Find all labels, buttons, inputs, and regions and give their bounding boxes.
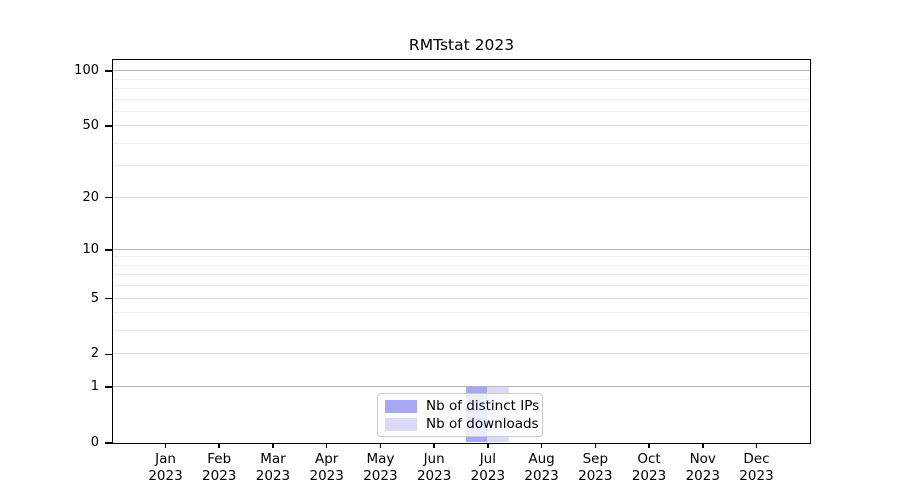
gridline-minor	[112, 142, 810, 144]
x-tick-label: Jun 2023	[416, 451, 452, 484]
x-tick-mark	[755, 443, 758, 448]
x-tick-label: Nov 2023	[685, 451, 720, 484]
gridline-minor	[112, 312, 810, 314]
y-tick-label: 0	[90, 435, 99, 450]
gridline-minor	[112, 78, 810, 80]
x-tick-label: Oct 2023	[631, 451, 667, 484]
y-tick-mark	[105, 297, 112, 300]
y-tick-label: 10	[82, 241, 99, 257]
y-tick-label: 5	[90, 290, 99, 306]
x-tick-mark	[487, 443, 489, 448]
legend-swatch-distinct-ips	[385, 399, 417, 413]
gridline-major	[112, 196, 810, 198]
x-tick-mark	[702, 443, 704, 448]
gridline-major	[112, 297, 810, 299]
gridline-minor	[112, 98, 810, 100]
x-tick-label: Aug 2023	[524, 451, 559, 484]
gridline-minor	[112, 274, 810, 276]
x-tick-mark	[433, 443, 435, 448]
x-tick-mark	[540, 443, 543, 448]
legend-item-downloads: Nb of downloads	[378, 415, 542, 432]
x-tick-label: Dec 2023	[739, 451, 774, 484]
y-tick-label: 1	[90, 379, 99, 395]
x-tick-mark	[164, 443, 167, 448]
x-tick-mark	[272, 443, 274, 448]
legend-item-distinct-ips: Nb of distinct IPs	[378, 397, 542, 414]
legend-label-distinct-ips: Nb of distinct IPs	[426, 397, 540, 414]
gridline-minor	[112, 264, 810, 266]
x-tick-label: May 2023	[363, 451, 398, 484]
x-tick-mark	[594, 443, 597, 448]
x-tick-label: Sep 2023	[578, 451, 613, 484]
gridline-decade	[112, 70, 810, 72]
legend: Nb of distinct IPs Nb of downloads	[377, 393, 543, 437]
x-tick-mark	[325, 443, 328, 448]
gridline-minor	[112, 256, 810, 258]
y-tick-mark	[105, 386, 112, 388]
x-tick-label: Mar 2023	[255, 451, 291, 484]
y-tick-mark	[105, 353, 112, 356]
plot-area	[111, 58, 811, 444]
chart-title: RMTstat 2023	[408, 36, 515, 54]
gridline-minor	[112, 87, 810, 89]
x-tick-label: Jul 2023	[470, 451, 506, 484]
gridline-minor	[112, 330, 810, 332]
gridline-major	[112, 353, 810, 355]
legend-swatch-downloads	[385, 417, 417, 431]
y-tick-label: 50	[82, 118, 99, 134]
x-tick-label: Apr 2023	[309, 451, 344, 484]
gridline-minor	[112, 165, 810, 167]
y-tick-mark	[105, 249, 112, 251]
y-tick-mark	[105, 196, 112, 199]
gridline-minor	[112, 285, 810, 287]
gridline-decade	[112, 386, 810, 388]
x-tick-mark	[648, 443, 650, 448]
y-tick-label: 2	[90, 346, 99, 362]
y-tick-label: 20	[82, 189, 99, 205]
x-tick-mark	[218, 443, 220, 448]
y-tick-label: 100	[74, 63, 99, 79]
x-tick-mark	[379, 443, 382, 448]
y-tick-mark	[105, 442, 112, 444]
legend-label-downloads: Nb of downloads	[426, 415, 539, 432]
gridline-decade	[112, 248, 810, 250]
x-tick-label: Feb 2023	[202, 451, 237, 484]
gridline-minor	[112, 110, 810, 112]
x-tick-label: Jan 2023	[148, 451, 183, 484]
gridline-major	[112, 125, 810, 127]
y-tick-mark	[105, 70, 112, 72]
y-tick-mark	[105, 125, 112, 127]
